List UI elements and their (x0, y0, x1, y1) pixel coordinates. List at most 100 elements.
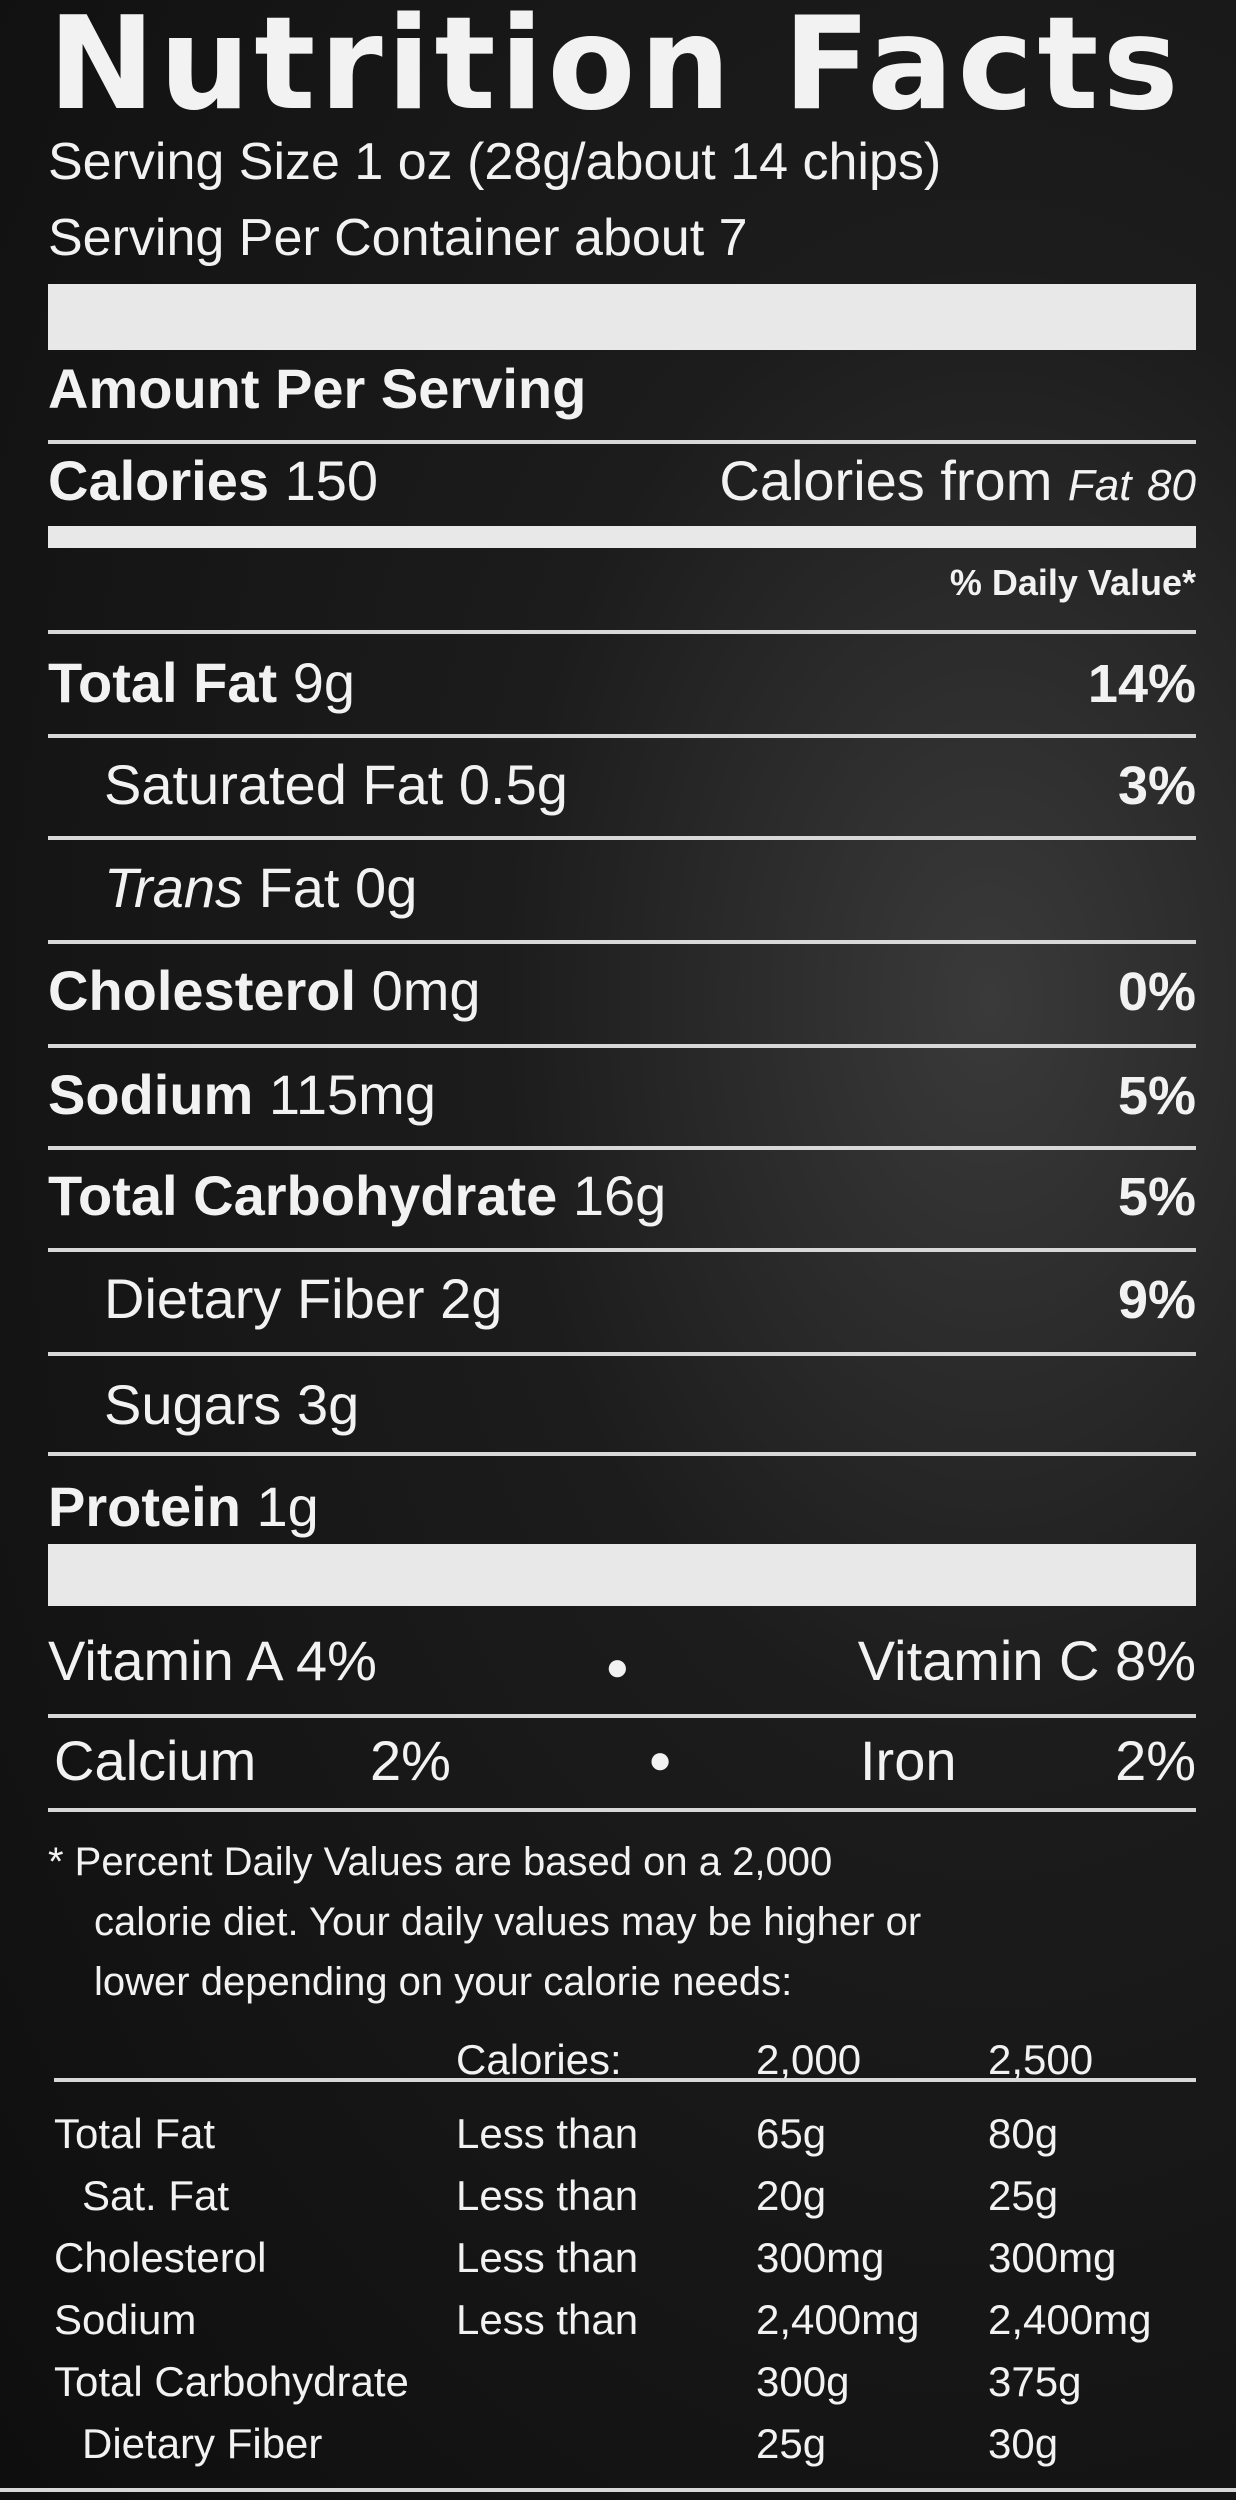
label-title: Nutrition Facts (48, 0, 1183, 139)
nutrient-amount: 115mg (268, 1063, 436, 1126)
vitamin-a: Vitamin A 4% (48, 1629, 377, 1692)
reference-cell: 300mg (756, 2234, 885, 2281)
footnote-line: calorie diet. Your daily values may be h… (94, 1900, 922, 1944)
nutrient-label: Trans Fat 0g (48, 855, 417, 920)
nutrient-label: Sodium 115mg (48, 1062, 436, 1127)
nutrient-amount: 16g (572, 1164, 667, 1227)
nutrient-daily-value: 3% (1117, 756, 1196, 816)
reference-cell: 65g (756, 2110, 827, 2157)
divider (48, 1352, 1196, 1356)
footnote-line: lower depending on your calorie needs: (94, 1960, 793, 2004)
nutrient-daily-value: 9% (1117, 1270, 1196, 1330)
nutrient-name: Sugars (104, 1373, 282, 1436)
reference-cell: 20g (756, 2172, 827, 2219)
reference-cell: 300g (756, 2358, 850, 2405)
nutrient-label: Sugars 3g (48, 1372, 359, 1437)
reference-header-cell: 2,500 (988, 2036, 1094, 2083)
fat-label: Fat (1067, 461, 1132, 510)
nutrient-row: Sugars 3g (48, 1372, 1196, 1437)
footnote: * Percent Daily Values are based on a 2,… (48, 1832, 1196, 2012)
nutrient-name: Total Fat (48, 651, 278, 714)
calories-row: Calories 150 Calories from Fat 80 (48, 448, 1196, 513)
reference-cell: Dietary Fiber (82, 2420, 323, 2467)
calcium-value: 2% (370, 1729, 451, 1792)
amount-per-serving: Amount Per Serving (48, 357, 587, 420)
reference-cell: Total Carbohydrate (54, 2358, 409, 2405)
reference-cell: Sodium (54, 2296, 197, 2343)
nutrient-daily-value: 5% (1117, 1066, 1196, 1126)
reference-cell: Less than (456, 2234, 639, 2281)
nutrient-row: Total Fat 9g 14% (48, 650, 1196, 715)
nutrient-row: Saturated Fat 0.5g 3% (48, 752, 1196, 817)
bullet: ● (605, 1645, 630, 1689)
reference-cell: 80g (988, 2110, 1059, 2157)
vitamin-c: Vitamin C 8% (857, 1629, 1196, 1692)
reference-cell: 30g (988, 2420, 1059, 2467)
reference-cell: Total Fat (54, 2110, 216, 2157)
medium-divider (48, 526, 1196, 548)
thick-divider (48, 284, 1196, 350)
reference-cell: 375g (988, 2358, 1082, 2405)
divider (48, 734, 1196, 738)
divider (48, 1044, 1196, 1048)
divider (48, 940, 1196, 944)
mineral-row: Calcium 2% ● Iron 2% (48, 1728, 1196, 1798)
servings-per-container: Serving Per Container about 7 (48, 209, 748, 267)
nutrient-daily-value: 0% (1117, 962, 1196, 1022)
iron-value: 2% (1115, 1729, 1196, 1792)
vitamin-row: Vitamin A 4% ● Vitamin C 8% (48, 1628, 1196, 1693)
nutrient-row: Trans Fat 0g (48, 855, 1196, 920)
reference-cell: 300mg (988, 2234, 1117, 2281)
calories-value: 150 (284, 449, 378, 512)
nutrient-label: Dietary Fiber 2g (48, 1266, 502, 1331)
nutrient-name: Total Carbohydrate (48, 1164, 558, 1227)
calcium-label: Calcium (54, 1729, 257, 1792)
footnote-line: * Percent Daily Values are based on a 2,… (48, 1840, 833, 1884)
divider (48, 440, 1196, 444)
nutrient-name: Sodium (48, 1063, 254, 1126)
nutrient-label: Protein 1g (48, 1474, 319, 1539)
nutrient-name: Saturated Fat (104, 753, 444, 816)
divider (48, 1808, 1196, 1812)
divider (0, 2488, 1236, 2492)
nutrient-name-suffix: Fat (258, 856, 340, 919)
nutrient-row: Cholesterol 0mg 0% (48, 958, 1196, 1023)
divider (48, 1248, 1196, 1252)
calories-from-fat-value: 80 (1147, 461, 1196, 510)
reference-header-cell: 2,000 (756, 2036, 862, 2083)
daily-value-header: % Daily Value* (949, 562, 1196, 603)
bullet: ● (648, 1738, 673, 1782)
divider (48, 1146, 1196, 1150)
reference-cell: 25g (756, 2420, 827, 2467)
reference-cell: Less than (456, 2172, 639, 2219)
reference-cell: Less than (456, 2296, 639, 2343)
nutrient-amount: 2g (440, 1267, 503, 1330)
nutrient-amount: 0g (355, 856, 418, 919)
calories-label: Calories (48, 449, 269, 512)
thick-divider (48, 1544, 1196, 1606)
nutrient-name: Trans (104, 856, 243, 919)
nutrient-label: Total Carbohydrate 16g (48, 1163, 666, 1228)
nutrient-amount: 9g (292, 651, 356, 714)
nutrient-amount: 1g (256, 1475, 319, 1538)
nutrient-label: Cholesterol 0mg (48, 958, 481, 1023)
nutrient-name: Dietary Fiber (104, 1267, 425, 1330)
reference-cell: Sat. Fat (82, 2172, 230, 2219)
divider (48, 836, 1196, 840)
nutrient-label: Saturated Fat 0.5g (48, 752, 568, 817)
divider (48, 630, 1196, 634)
nutrient-row: Dietary Fiber 2g 9% (48, 1266, 1196, 1331)
reference-cell: Less than (456, 2110, 639, 2157)
divider (54, 2078, 1196, 2082)
nutrient-row: Protein 1g (48, 1474, 1196, 1539)
nutrient-name: Cholesterol (48, 959, 357, 1022)
nutrient-row: Sodium 115mg 5% (48, 1062, 1196, 1127)
nutrient-daily-value: 5% (1117, 1167, 1196, 1227)
reference-cell: 2,400mg (756, 2296, 920, 2343)
reference-header-cell: Calories: (456, 2036, 622, 2083)
calories-from-fat-label: Calories from (719, 449, 1053, 512)
nutrient-row: Total Carbohydrate 16g 5% (48, 1163, 1196, 1228)
reference-cell: Cholesterol (54, 2234, 267, 2281)
nutrient-label: Total Fat 9g (48, 650, 355, 715)
iron-label: Iron (860, 1729, 957, 1792)
